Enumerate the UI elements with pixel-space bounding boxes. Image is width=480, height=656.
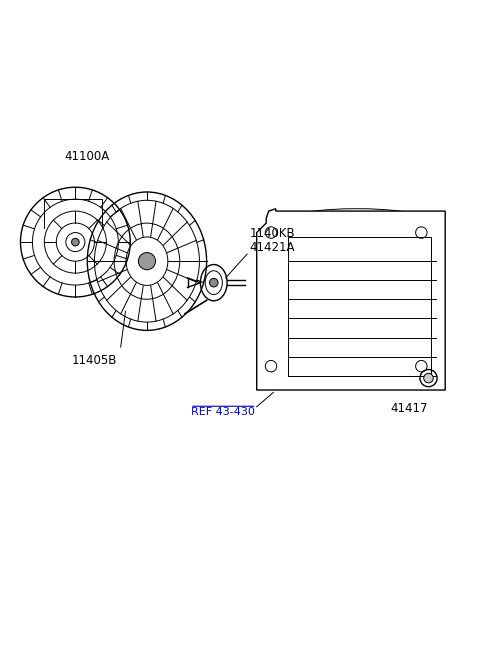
Circle shape	[138, 253, 156, 270]
Text: 1140KB: 1140KB	[250, 227, 295, 239]
Text: 11405B: 11405B	[72, 354, 117, 367]
Bar	[288, 237, 431, 376]
Text: 41417: 41417	[391, 402, 428, 415]
Polygon shape	[257, 209, 445, 390]
Text: 41421A: 41421A	[250, 241, 295, 254]
Circle shape	[72, 238, 79, 246]
Circle shape	[424, 373, 433, 383]
Circle shape	[209, 278, 218, 287]
Text: 41100A: 41100A	[65, 150, 110, 163]
Text: REF 43-430: REF 43-430	[192, 407, 255, 417]
